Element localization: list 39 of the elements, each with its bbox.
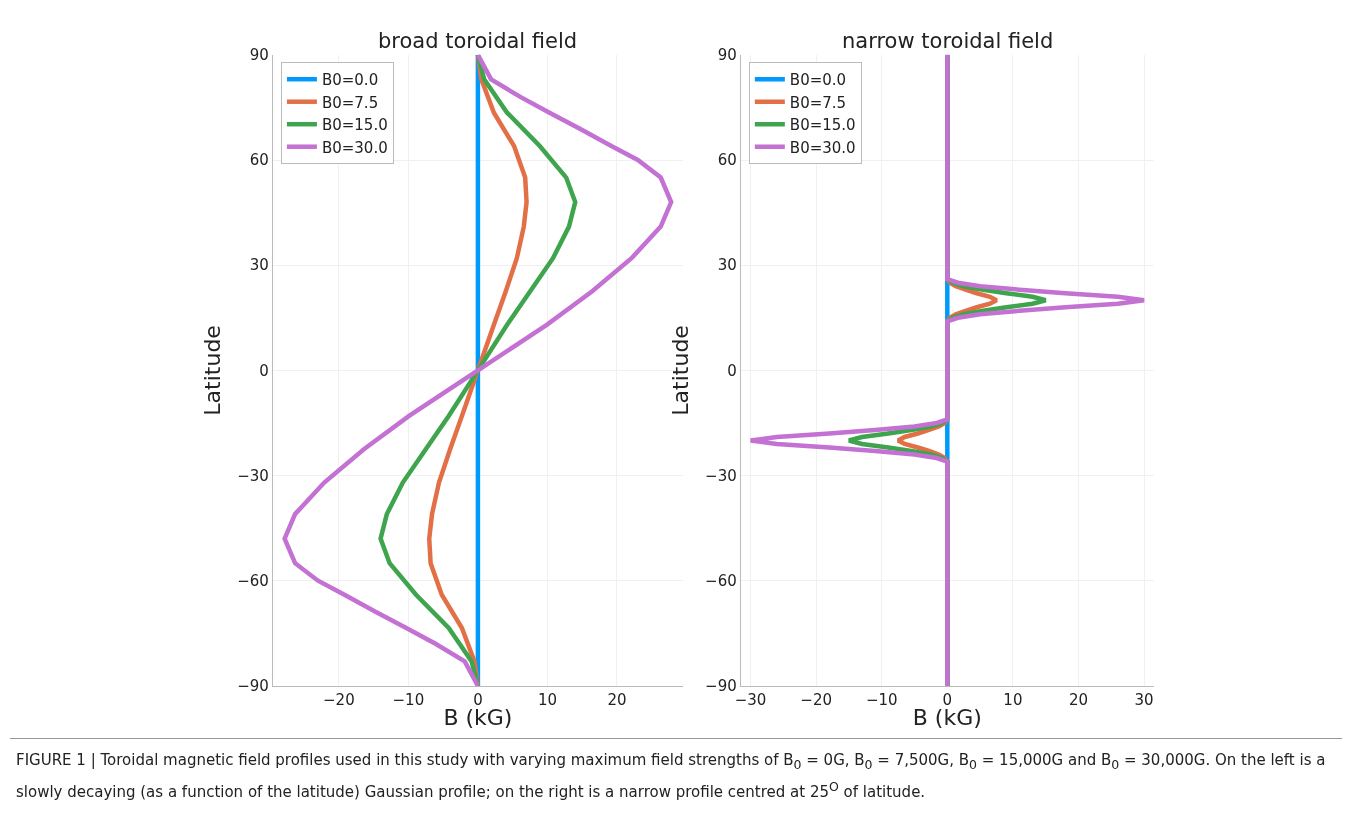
y-tick-label: −30 <box>237 466 269 485</box>
x-tick-label: −10 <box>865 690 898 709</box>
x-tick-label: −30 <box>734 690 767 709</box>
y-tick-label: −60 <box>237 571 269 590</box>
y-tick-label: 30 <box>717 256 737 275</box>
x-tick-label: 10 <box>537 690 557 709</box>
y-tick-label: 0 <box>259 361 269 380</box>
x-tick-label: 20 <box>607 690 627 709</box>
y-tick-label: 60 <box>717 151 737 170</box>
legend-label: B0=30.0 <box>321 138 388 157</box>
y-tick-label: −60 <box>705 571 737 590</box>
x-tick-label: 20 <box>1068 690 1089 709</box>
x-tick-label: −20 <box>800 690 832 709</box>
chart-title: narrow toroidal field <box>842 29 1054 53</box>
x-tick-label: 10 <box>1003 690 1023 709</box>
y-tick-label: −30 <box>705 466 737 485</box>
y-tick-label: 90 <box>717 46 737 65</box>
legend-label: B0=7.5 <box>321 93 379 112</box>
x-tick-label: 30 <box>1134 690 1154 709</box>
x-tick-label: −10 <box>392 690 425 709</box>
y-tick-label: −90 <box>237 677 269 696</box>
legend-label: B0=15.0 <box>321 116 388 135</box>
legend-label: B0=15.0 <box>789 116 856 135</box>
x-tick-label: −20 <box>323 690 355 709</box>
text: FIGURE 1 | Toroidal magnetic field profiles used in this study with varying maximum field strengths of B$_{0}$ = 0G, B$_{0}$ = 7,500G, B$_{0}$ = 15,000G and B$_{0}$ = 30,000G. On the left is a slowly decaying (as a function of the latitude) Gaussian profile; on the right is a narrow profile centred at 25$^{O}$ of latitude. <box>16 751 1326 801</box>
y-tick-label: −90 <box>705 677 737 696</box>
y-axis-title: Latitude <box>199 325 225 416</box>
y-tick-label: 60 <box>249 151 269 170</box>
y-tick-label: 30 <box>249 256 269 275</box>
line-series <box>282 54 674 686</box>
chart-title: broad toroidal field <box>378 29 578 53</box>
y-axis-title: Latitude <box>667 325 693 416</box>
legend-label: B0=30.0 <box>789 138 856 157</box>
legend-label: B0=0.0 <box>789 71 847 90</box>
legend-label: B0=0.0 <box>321 71 379 90</box>
y-tick-label: 0 <box>727 361 737 380</box>
legend-label: B0=7.5 <box>789 93 847 112</box>
line-series <box>748 54 1147 686</box>
y-tick-label: 90 <box>249 46 269 65</box>
